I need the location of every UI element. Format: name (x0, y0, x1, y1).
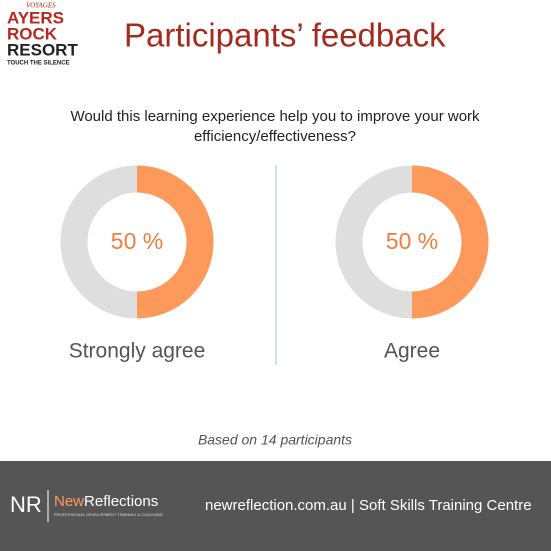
logo: VOYAGES AYERS ROCK RESORT TOUCH THE SILE… (7, 2, 78, 67)
logo-top: VOYAGES (26, 2, 56, 10)
question: Would this learning experience help you … (70, 108, 480, 125)
logo-line: RESORT (7, 40, 78, 59)
brand-rest: Reflections (84, 493, 158, 510)
brand-initials: NR (10, 492, 42, 517)
title: Participants’ feedback (124, 17, 446, 54)
value-label: 50 % (386, 228, 438, 254)
logo-tagline: TOUCH THE SILENCE (7, 61, 70, 67)
footer-text: newreflection.com.au | Soft Skills Train… (205, 497, 532, 514)
brand-new: New (54, 493, 84, 510)
question: efficiency/effectiveness? (194, 128, 356, 145)
brand-name: NewReflections (54, 493, 158, 510)
brand-tagline: PROFESSIONAL DEVELOPMENT TRAINING & COAC… (54, 512, 163, 517)
logo-line: AYERS (7, 8, 64, 27)
footer: NR NewReflections PROFESSIONAL DEVELOPME… (0, 461, 551, 551)
footnote: Based on 14 participants (198, 432, 352, 448)
donut-arc (136, 165, 214, 319)
category-label: Strongly agree (69, 340, 206, 363)
category-label: Agree (384, 340, 440, 363)
logo-line: ROCK (7, 24, 58, 43)
donut-arc (411, 165, 489, 319)
value-label: 50 % (111, 228, 163, 254)
footer-bar (0, 461, 551, 551)
